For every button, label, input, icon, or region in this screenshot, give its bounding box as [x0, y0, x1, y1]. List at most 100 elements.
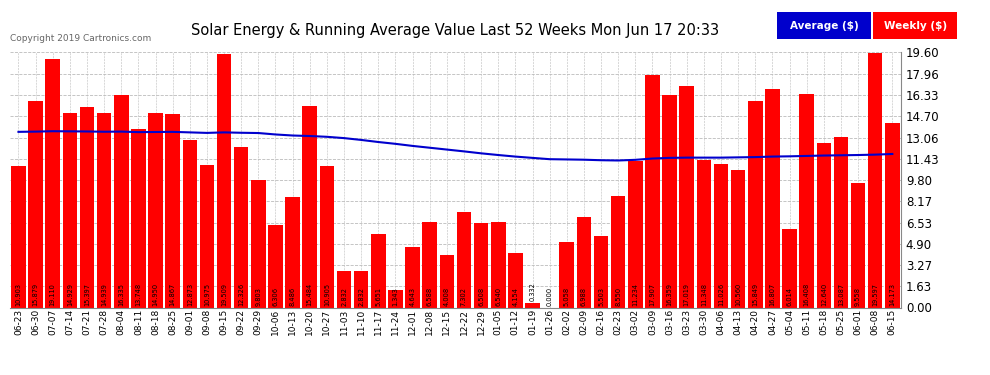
Text: 10.975: 10.975: [204, 282, 210, 306]
Text: 13.748: 13.748: [136, 282, 142, 306]
Bar: [440, 255, 454, 308]
Text: 15.879: 15.879: [33, 282, 39, 306]
Bar: [508, 254, 523, 308]
Bar: [46, 59, 60, 308]
Bar: [834, 137, 848, 308]
Text: 19.509: 19.509: [221, 282, 227, 306]
Bar: [850, 183, 865, 308]
Bar: [251, 180, 265, 308]
Text: 2.832: 2.832: [341, 286, 347, 306]
Bar: [697, 160, 711, 308]
Text: 10.560: 10.560: [736, 282, 742, 306]
Bar: [234, 147, 248, 308]
Text: 6.306: 6.306: [272, 286, 278, 306]
Bar: [165, 114, 180, 308]
Text: 16.408: 16.408: [804, 282, 810, 306]
Text: Solar Energy & Running Average Value Last 52 Weeks Mon Jun 17 20:33: Solar Energy & Running Average Value Las…: [191, 22, 720, 38]
Bar: [474, 223, 488, 308]
Bar: [148, 113, 162, 308]
Text: 0.332: 0.332: [530, 282, 536, 301]
Bar: [594, 236, 608, 308]
Text: 14.867: 14.867: [169, 282, 175, 306]
Bar: [645, 75, 659, 308]
Text: 11.026: 11.026: [718, 282, 724, 306]
Bar: [679, 86, 694, 308]
Bar: [868, 53, 882, 308]
Text: 13.087: 13.087: [838, 282, 843, 306]
Text: 6.988: 6.988: [581, 286, 587, 306]
Text: 4.154: 4.154: [513, 286, 519, 306]
Text: 6.508: 6.508: [478, 286, 484, 306]
Text: 5.503: 5.503: [598, 286, 604, 306]
Text: 5.651: 5.651: [375, 286, 381, 306]
Bar: [714, 164, 729, 308]
Text: 15.484: 15.484: [307, 282, 313, 306]
Text: 2.832: 2.832: [358, 286, 364, 306]
Bar: [628, 161, 643, 308]
Text: 6.588: 6.588: [427, 286, 433, 306]
Bar: [388, 290, 403, 308]
Bar: [353, 271, 368, 308]
Bar: [268, 225, 283, 308]
Bar: [182, 140, 197, 308]
Text: 17.907: 17.907: [649, 282, 655, 306]
Bar: [491, 222, 506, 308]
Text: 12.873: 12.873: [187, 282, 193, 306]
Bar: [456, 213, 471, 308]
Text: 7.302: 7.302: [461, 286, 467, 306]
Text: 16.807: 16.807: [769, 282, 775, 306]
Bar: [731, 170, 745, 308]
Bar: [337, 271, 351, 308]
Text: Weekly ($): Weekly ($): [884, 21, 946, 31]
Bar: [371, 234, 385, 308]
Text: 8.550: 8.550: [615, 286, 621, 306]
Text: 19.110: 19.110: [50, 283, 55, 306]
Text: 5.058: 5.058: [563, 286, 570, 306]
Bar: [526, 303, 540, 307]
Text: 4.008: 4.008: [444, 286, 449, 306]
Text: 8.486: 8.486: [290, 286, 296, 306]
Text: 9.803: 9.803: [255, 286, 261, 306]
Text: 14.939: 14.939: [101, 283, 107, 306]
Text: 9.558: 9.558: [855, 286, 861, 306]
Bar: [114, 95, 129, 308]
Text: 15.397: 15.397: [84, 282, 90, 306]
Bar: [817, 143, 831, 308]
Bar: [559, 242, 574, 308]
Bar: [320, 166, 335, 308]
Text: 19.597: 19.597: [872, 282, 878, 306]
Bar: [611, 196, 626, 308]
Text: 15.849: 15.849: [752, 282, 758, 306]
Bar: [29, 101, 43, 308]
Bar: [423, 222, 437, 308]
Bar: [97, 113, 112, 308]
Bar: [285, 197, 300, 308]
Bar: [662, 94, 677, 308]
Text: 10.905: 10.905: [324, 282, 330, 306]
Text: 11.234: 11.234: [633, 282, 639, 306]
Text: 16.359: 16.359: [666, 282, 672, 306]
Text: 14.929: 14.929: [67, 282, 73, 306]
Text: 0.000: 0.000: [546, 286, 552, 306]
Bar: [782, 229, 797, 308]
Bar: [131, 129, 146, 308]
Text: 4.643: 4.643: [410, 286, 416, 306]
Text: 17.019: 17.019: [684, 282, 690, 306]
Text: 14.173: 14.173: [889, 282, 895, 306]
Bar: [303, 106, 317, 307]
Bar: [765, 89, 780, 308]
Text: 10.903: 10.903: [16, 282, 22, 306]
Bar: [748, 101, 762, 308]
Bar: [405, 247, 420, 308]
Text: 14.950: 14.950: [152, 282, 158, 306]
Bar: [799, 94, 814, 308]
Text: 6.014: 6.014: [786, 286, 793, 306]
Bar: [885, 123, 900, 308]
Bar: [576, 217, 591, 308]
Bar: [11, 166, 26, 308]
Text: 12.640: 12.640: [821, 282, 827, 306]
Bar: [80, 107, 94, 308]
Text: 12.326: 12.326: [239, 282, 245, 306]
Bar: [62, 113, 77, 308]
Text: 11.348: 11.348: [701, 282, 707, 306]
